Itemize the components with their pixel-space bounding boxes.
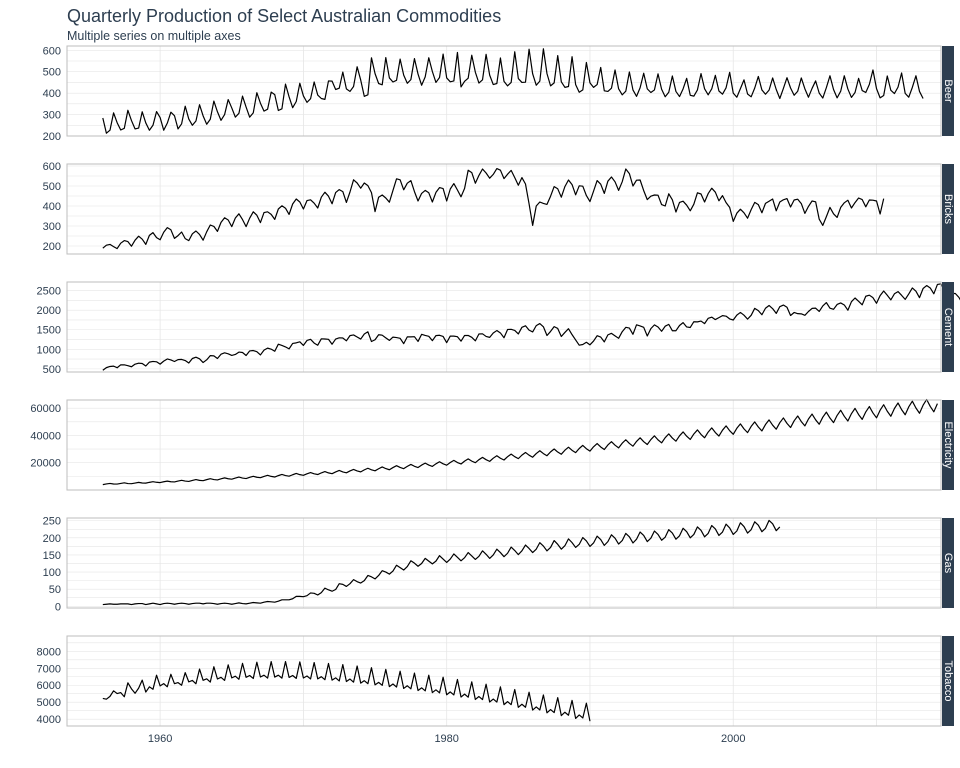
y-tick-label-tobacco: 4000	[37, 714, 61, 726]
y-tick-label-beer: 400	[43, 88, 61, 100]
y-tick-label-cement: 1000	[37, 344, 61, 356]
y-tick-label-electricity: 40000	[30, 430, 61, 442]
y-tick-label-cement: 2000	[37, 305, 61, 317]
panel-cement	[67, 282, 941, 372]
series-line-tobacco	[102, 660, 591, 722]
y-tick-label-cement: 500	[43, 364, 61, 376]
series-line-bricks	[102, 168, 885, 250]
facet-label-beer: Beer	[942, 79, 954, 103]
y-tick-label-bricks: 300	[43, 221, 61, 233]
panel-border-electricity	[66, 399, 942, 491]
series-line-beer	[102, 48, 924, 134]
y-tick-label-beer: 300	[43, 110, 61, 122]
y-tick-label-tobacco: 7000	[37, 663, 61, 675]
chart-title: Quarterly Production of Select Australia…	[67, 6, 502, 26]
y-tick-label-tobacco: 6000	[37, 680, 61, 692]
panel-tobacco	[67, 636, 941, 726]
x-tick-label: 1960	[148, 733, 172, 745]
y-tick-label-gas: 0	[55, 601, 61, 613]
y-tick-label-gas: 100	[43, 567, 61, 579]
y-tick-label-tobacco: 8000	[37, 646, 61, 658]
x-tick-label: 1980	[434, 733, 458, 745]
y-tick-label-gas: 200	[43, 533, 61, 545]
series-line-electricity	[102, 398, 938, 486]
panel-beer	[67, 46, 941, 136]
y-tick-label-cement: 1500	[37, 325, 61, 337]
panel-border-gas	[66, 517, 942, 609]
y-tick-label-electricity: 60000	[30, 403, 61, 415]
y-tick-label-bricks: 600	[43, 161, 61, 173]
facet-strip-beer	[942, 46, 954, 136]
y-tick-label-bricks: 400	[43, 201, 61, 213]
facet-label-cement: Cement	[942, 308, 954, 347]
facet-strip-tobacco	[942, 636, 954, 726]
panel-gas	[67, 518, 941, 608]
y-tick-label-electricity: 20000	[30, 458, 61, 470]
y-tick-label-tobacco: 5000	[37, 697, 61, 709]
facet-label-tobacco: Tobacco	[942, 661, 954, 702]
y-tick-label-gas: 50	[49, 584, 61, 596]
series-line-cement	[102, 283, 960, 371]
facet-strip-gas	[942, 518, 954, 608]
y-tick-label-beer: 600	[43, 45, 61, 57]
y-tick-label-bricks: 200	[43, 241, 61, 253]
facet-strip-electricity	[942, 400, 954, 490]
y-tick-label-beer: 200	[43, 131, 61, 143]
x-tick-label: 2000	[721, 733, 745, 745]
panel-electricity	[67, 400, 941, 490]
y-tick-label-gas: 250	[43, 516, 61, 528]
chart-subtitle: Multiple series on multiple axes	[67, 29, 241, 43]
facet-label-gas: Gas	[942, 553, 954, 574]
series-line-gas	[102, 519, 781, 606]
y-tick-label-cement: 2500	[37, 286, 61, 298]
y-tick-label-gas: 150	[43, 550, 61, 562]
panel-border-bricks	[66, 163, 942, 255]
panel-border-beer	[66, 45, 942, 137]
facet-label-bricks: Bricks	[942, 194, 954, 224]
y-tick-label-beer: 500	[43, 67, 61, 79]
panel-border-tobacco	[66, 635, 942, 727]
facet-label-electricity: Electricity	[942, 421, 954, 469]
y-tick-label-bricks: 500	[43, 181, 61, 193]
facet-strip-cement	[942, 282, 954, 372]
facet-strip-bricks	[942, 164, 954, 254]
panel-border-cement	[66, 281, 942, 373]
